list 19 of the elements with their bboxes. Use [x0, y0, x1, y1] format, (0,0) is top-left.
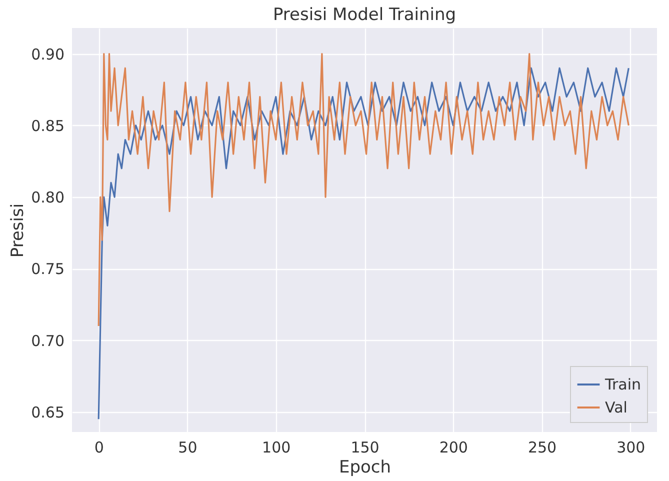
y-tick-label: 0.85 — [31, 116, 64, 135]
line-series — [98, 52, 630, 327]
y-tick-label: 0.70 — [31, 332, 64, 350]
x-tick-label: 50 — [178, 438, 198, 456]
x-tick-label: 150 — [350, 438, 380, 456]
y-axis-title: Presisi — [8, 203, 28, 258]
x-tick-label: 100 — [262, 438, 291, 456]
chart-title: Presisi Model Training — [272, 5, 456, 25]
x-tick-label: 200 — [439, 438, 468, 456]
x-tick-label: 250 — [528, 438, 557, 456]
y-tick-label: 0.75 — [31, 260, 64, 278]
x-tick-label: 0 — [94, 438, 104, 456]
y-tick-label: 0.90 — [31, 45, 64, 64]
y-tick-label: 0.65 — [31, 403, 64, 422]
y-tick-label: 0.80 — [31, 188, 64, 207]
x-axis-title: Epoch — [338, 458, 392, 478]
legend-label: Train — [604, 376, 641, 394]
x-tick-label: 300 — [616, 438, 646, 456]
legend-label: Val — [605, 398, 628, 416]
